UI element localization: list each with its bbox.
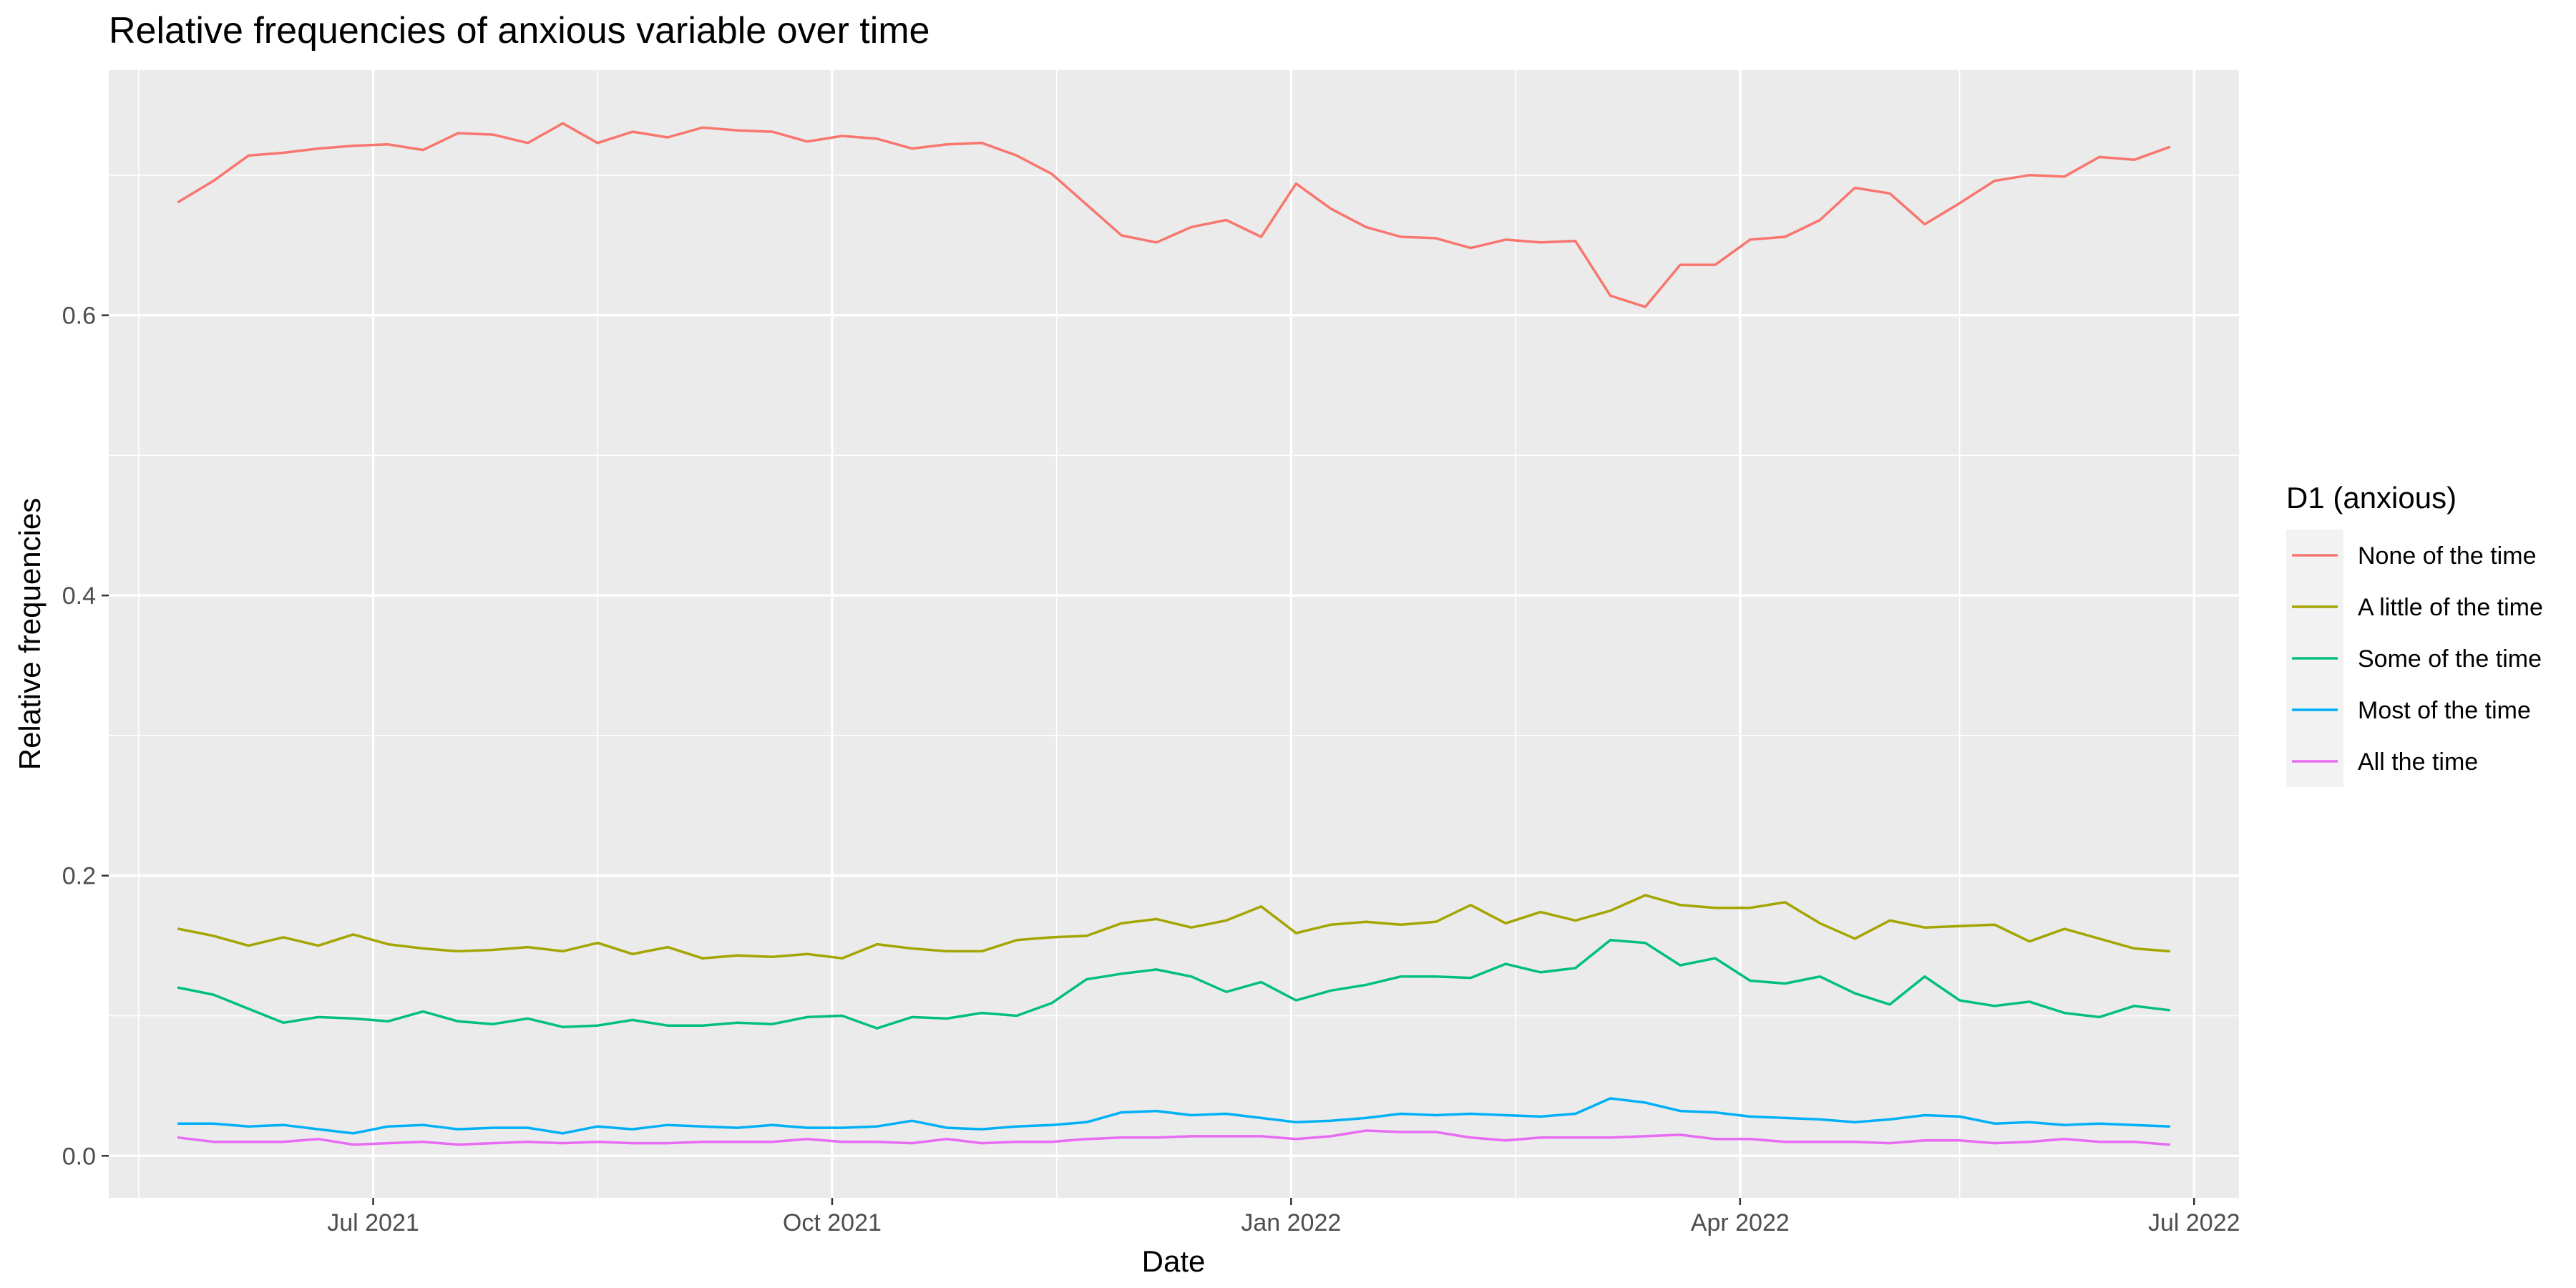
x-tick-label: Jan 2022: [1241, 1209, 1341, 1236]
series-line: [177, 122, 2171, 308]
x-tick-label: Jul 2021: [327, 1209, 419, 1236]
legend: D1 (anxious) None of the time A little of…: [2286, 481, 2543, 787]
legend-label: Some of the time: [2358, 645, 2542, 673]
x-tick-label: Apr 2022: [1691, 1209, 1790, 1236]
legend-label: Most of the time: [2358, 697, 2531, 724]
axis-ticks: [102, 314, 2195, 1205]
legend-label: None of the time: [2358, 542, 2536, 570]
series-lines: [177, 122, 2171, 1146]
y-tick-label: 0.2: [62, 863, 96, 890]
y-tick-label: 0.0: [62, 1143, 96, 1170]
legend-items: None of the time A little of the time Some…: [2286, 530, 2543, 787]
tick-labels: 0.0 0.2 0.4 0.6 Jul 2021 Oct 2021 Jan 2022 Apr …: [62, 303, 2240, 1236]
legend-label: A little of the time: [2358, 594, 2543, 621]
y-axis-title: Relative frequencies: [13, 498, 47, 771]
major-gridlines: [109, 70, 2239, 1198]
x-tick-label: Jul 2022: [2148, 1209, 2240, 1236]
chart-title: Relative frequencies of anxious variable…: [109, 10, 930, 52]
series-line: [177, 939, 2171, 1030]
x-tick-label: Oct 2021: [783, 1209, 882, 1236]
series-line: [177, 1097, 2171, 1135]
series-line: [177, 1129, 2171, 1146]
y-tick-label: 0.6: [62, 303, 96, 330]
plot-panel: [109, 70, 2239, 1198]
series-line: [177, 894, 2171, 960]
legend-title: D1 (anxious): [2286, 481, 2457, 514]
minor-gridlines: [109, 70, 2239, 1198]
x-axis-title: Date: [1142, 1244, 1206, 1278]
y-tick-label: 0.4: [62, 582, 96, 610]
legend-label: All the time: [2358, 748, 2478, 776]
